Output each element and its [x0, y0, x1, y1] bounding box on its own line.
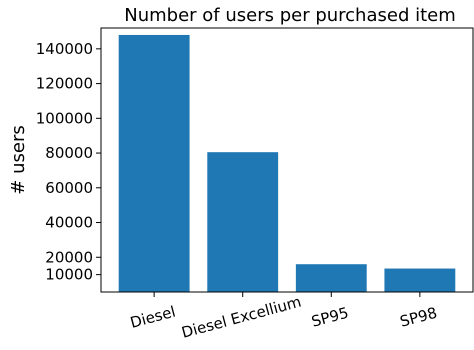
x-tick-label: Diesel Excellium	[180, 293, 304, 342]
x-tick-label: SP98	[398, 304, 439, 331]
y-tick-label: 140000	[36, 40, 93, 58]
y-tick-label: 10000	[45, 266, 93, 284]
x-tick-label: SP95	[309, 304, 350, 331]
x-axis-ticks: Diesel Diesel Excellium SP95 SP98	[128, 292, 439, 342]
y-tick-label: 40000	[45, 214, 93, 232]
plot-frame	[100, 27, 474, 293]
bar-diesel	[118, 34, 190, 293]
y-tick-label: 100000	[36, 109, 93, 127]
bar-sp98	[384, 268, 456, 292]
bar-diesel-excellium	[207, 152, 279, 292]
y-tick-label: 20000	[45, 248, 93, 266]
bars	[118, 34, 456, 293]
y-tick-label: 80000	[45, 144, 93, 162]
y-tick-label: 60000	[45, 179, 93, 197]
bar-sp95	[295, 264, 367, 292]
y-axis-label: # users	[8, 125, 29, 194]
y-tick-label: 120000	[36, 75, 93, 93]
chart-title: Number of users per purchased item	[124, 5, 456, 26]
x-tick-label: Diesel	[128, 303, 177, 332]
